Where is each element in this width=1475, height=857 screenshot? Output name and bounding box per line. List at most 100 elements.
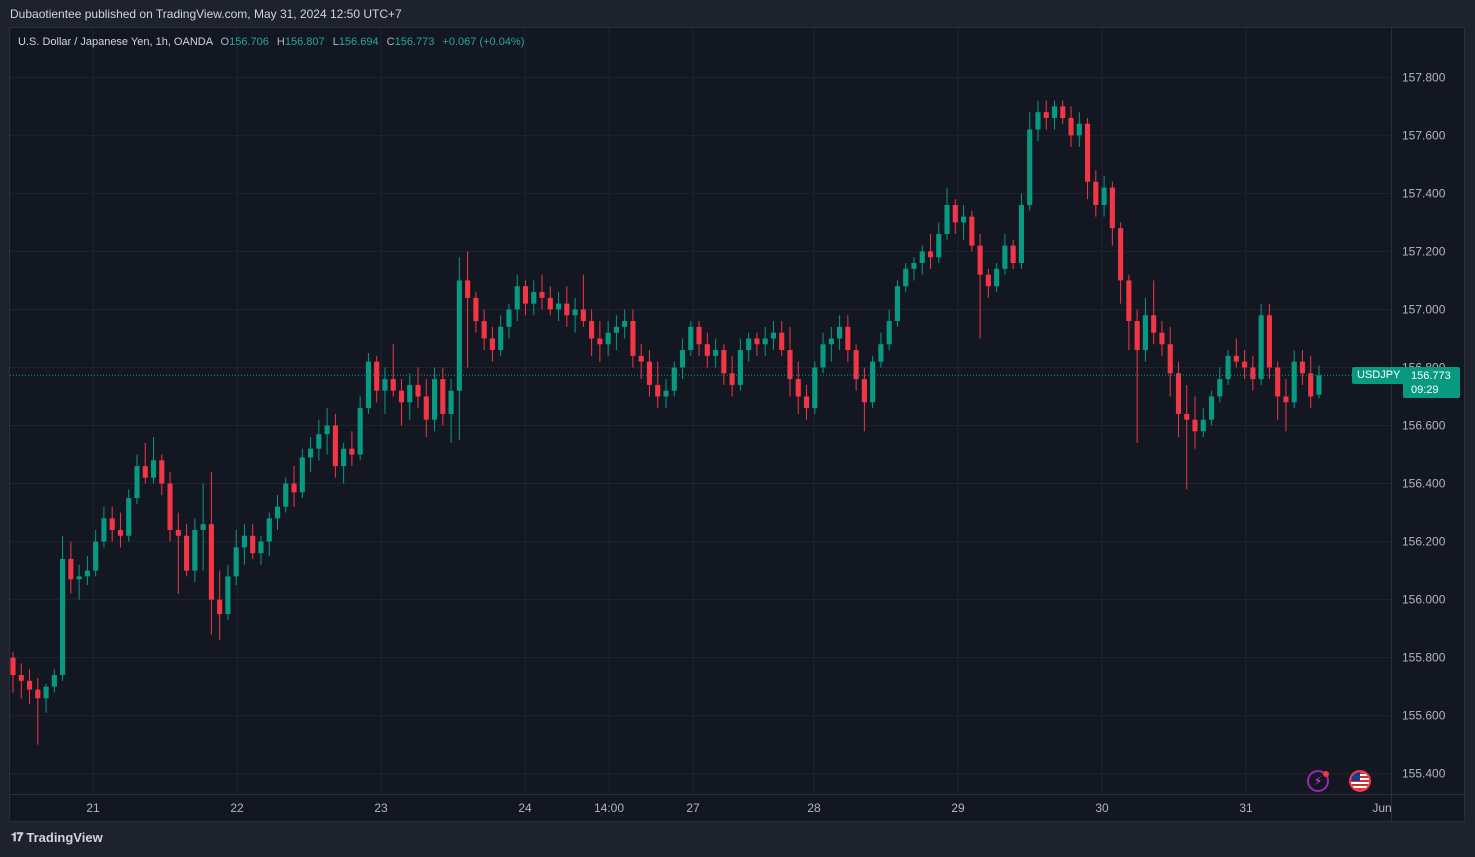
y-tick-label: 157.000	[1402, 302, 1446, 316]
candle-body	[679, 350, 686, 368]
candle-body	[630, 321, 636, 356]
candle-body	[713, 350, 719, 356]
candle-body	[233, 547, 239, 577]
candle-body	[1225, 355, 1231, 380]
candle-body	[580, 309, 586, 322]
candle-body	[737, 350, 743, 385]
symbol-price-label: USDJPY	[1352, 367, 1406, 385]
candle-body	[969, 216, 975, 246]
open-label: O	[220, 36, 230, 48]
x-tick-label: 29	[951, 801, 965, 815]
x-tick-label: Jun	[1372, 801, 1391, 815]
chart-pane[interactable]: 155.400 155.600 155.800 156.000 156.200 156.4…	[9, 27, 1465, 822]
candle-body	[1291, 361, 1297, 403]
candle-body	[812, 367, 818, 409]
y-tick-label: 156.600	[1402, 419, 1446, 433]
candlestick-chart[interactable]: 155.400 155.600 155.800 156.000 156.200 156.4…	[10, 28, 1465, 822]
candle-body	[1299, 361, 1306, 374]
candle-body	[944, 204, 950, 235]
candle-body	[597, 338, 603, 345]
candle-body	[192, 529, 198, 571]
last-price-tag: 156.773 09:29	[1403, 367, 1460, 399]
candle-body	[1250, 367, 1256, 380]
candle-body	[1159, 332, 1165, 345]
candle-body	[1035, 112, 1041, 130]
candle-body	[820, 344, 826, 368]
candle-body	[564, 303, 570, 316]
candle-body	[489, 338, 495, 351]
candle-body	[43, 686, 49, 699]
y-tick-label: 155.800	[1402, 651, 1446, 665]
x-tick-label: 27	[686, 801, 700, 815]
close-value: 156.773	[394, 36, 435, 48]
candle-body	[522, 286, 529, 304]
candle-body	[1010, 245, 1016, 264]
candle-body	[374, 361, 380, 391]
candle-body	[440, 379, 446, 414]
candle-body	[274, 506, 281, 519]
candle-body	[1060, 106, 1066, 118]
candle-body	[175, 529, 181, 536]
candle-body	[770, 332, 777, 339]
publish-info: Dubaotientee published on TradingView.co…	[10, 7, 402, 21]
candle-body	[671, 367, 677, 391]
candle-body	[101, 518, 107, 542]
candle-body	[1027, 129, 1033, 205]
candle-body	[415, 384, 421, 397]
candle-body	[1208, 396, 1215, 420]
y-tick-label: 155.600	[1402, 709, 1446, 723]
candle-body	[1126, 280, 1132, 322]
candle-body	[159, 460, 165, 484]
candle-body	[258, 541, 264, 554]
tradingview-brand[interactable]: 𝟏𝟕 TradingView	[11, 830, 103, 845]
y-tick-label: 155.400	[1402, 767, 1446, 781]
low-value: 156.694	[338, 36, 379, 48]
candle-body	[1068, 117, 1074, 136]
open-value: 156.706	[229, 36, 269, 48]
symbol-description[interactable]: U.S. Dollar / Japanese Yen, 1h, OANDA	[18, 36, 213, 48]
flash-icon[interactable]: ⚡	[1307, 770, 1329, 792]
candle-body	[51, 675, 57, 687]
candle-body	[1175, 373, 1182, 414]
candle-body	[316, 434, 322, 449]
candle-body	[60, 558, 66, 676]
candle-body	[1109, 187, 1115, 229]
candle-body	[407, 384, 413, 403]
candle-body	[241, 535, 248, 548]
us-flag-icon[interactable]	[1349, 770, 1371, 792]
candle-body	[721, 350, 727, 374]
notification-dot-icon	[1323, 771, 1329, 777]
candle-body	[1076, 123, 1082, 136]
y-tick-label: 156.200	[1402, 535, 1446, 549]
low-label: L	[332, 36, 339, 48]
brand-name: TradingView	[26, 830, 103, 845]
candle-body	[250, 535, 256, 554]
candle-body	[663, 390, 669, 397]
candle-body	[861, 379, 867, 403]
symbol-legend: U.S. Dollar / Japanese Yen, 1h, OANDA O1…	[18, 36, 524, 48]
candle-body	[977, 245, 983, 275]
candle-body	[746, 338, 752, 351]
candle-body	[1043, 112, 1049, 118]
candle-body	[382, 379, 388, 391]
candle-body	[150, 460, 157, 478]
candle-body	[622, 321, 628, 327]
candle-body	[134, 466, 140, 499]
candle-body	[473, 297, 479, 322]
candle-body	[481, 321, 487, 339]
high-label: H	[276, 36, 285, 48]
candle-body	[688, 326, 694, 351]
candle-body	[299, 457, 305, 493]
candle-body	[927, 251, 934, 258]
candle-body	[555, 303, 562, 310]
candle-body	[762, 338, 768, 345]
candle-body	[1142, 315, 1148, 351]
candle-body	[1192, 419, 1198, 432]
candle-body	[1308, 373, 1314, 397]
candle-body	[283, 483, 289, 507]
y-tick-label: 157.600	[1402, 128, 1446, 142]
change-value: +0.067 (+0.04%)	[442, 36, 525, 48]
last-price-value: 156.773	[1411, 370, 1451, 383]
candle-body	[84, 570, 90, 577]
candle-body	[779, 332, 785, 351]
